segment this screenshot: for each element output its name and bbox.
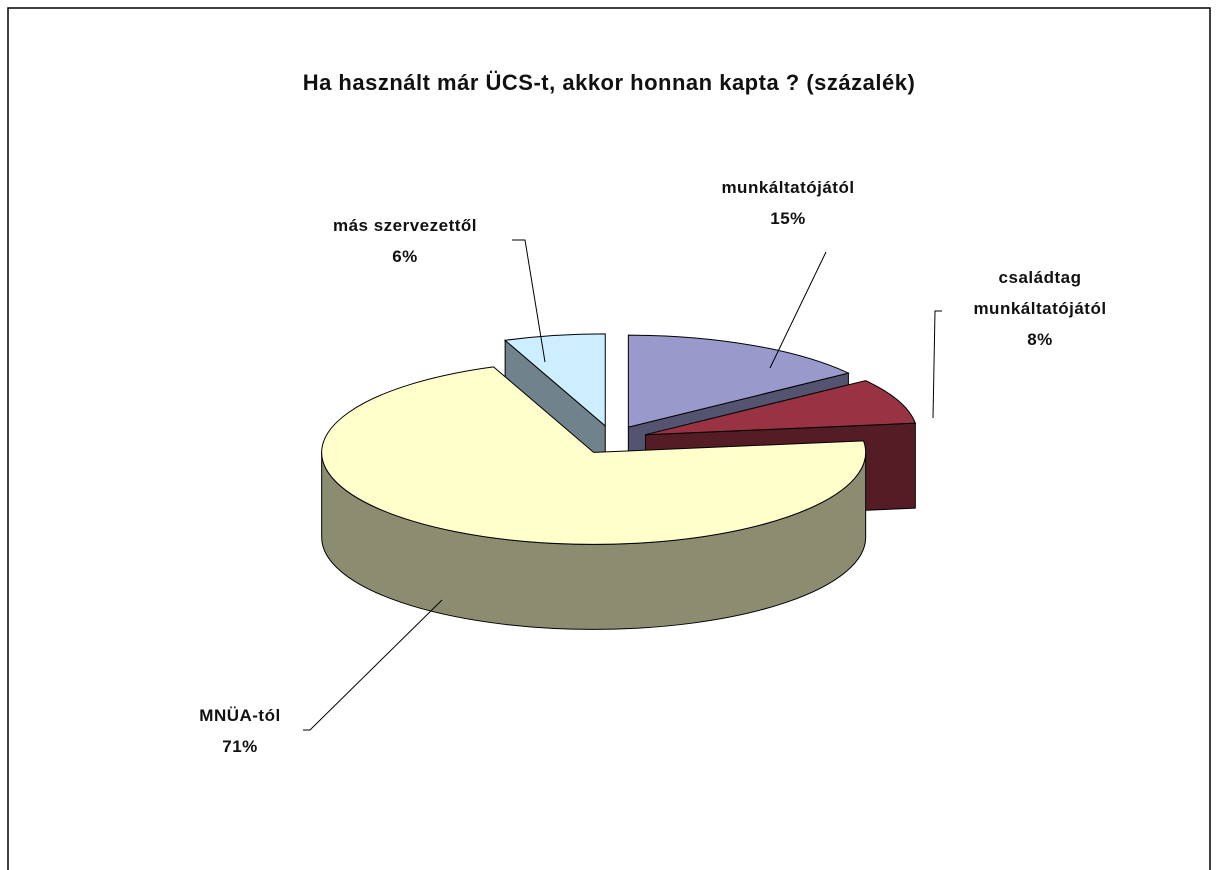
chart-title: Ha használt már ÜCS-t, akkor honnan kapt… — [302, 70, 916, 95]
data-label: MNÜA-tól 71% — [140, 700, 340, 762]
pie-slice — [627, 334, 850, 428]
category-name: MNÜA-tól — [199, 706, 281, 725]
value-label: 6% — [392, 247, 418, 266]
data-label: munkáltatójától 15% — [688, 172, 888, 234]
leader-line — [303, 599, 443, 731]
pie-slice — [503, 333, 606, 427]
leader-line — [769, 251, 827, 369]
data-label: családtag munkáltatójától 8% — [940, 262, 1140, 355]
leader-line — [512, 239, 546, 363]
pie-slice — [321, 366, 867, 545]
value-label: 71% — [222, 737, 258, 756]
leader-lines — [303, 239, 942, 731]
value-label: 8% — [1027, 330, 1053, 349]
leader-line — [932, 310, 942, 419]
value-label: 15% — [770, 209, 806, 228]
data-label: más szervezettől 6% — [280, 210, 530, 272]
pie-slice — [645, 380, 917, 436]
chart-frame — [7, 7, 1211, 870]
pie — [321, 333, 917, 630]
category-name: más szervezettől — [332, 216, 478, 235]
category-name: családtag munkáltatójától — [973, 268, 1107, 318]
category-name: munkáltatójától — [721, 178, 855, 197]
